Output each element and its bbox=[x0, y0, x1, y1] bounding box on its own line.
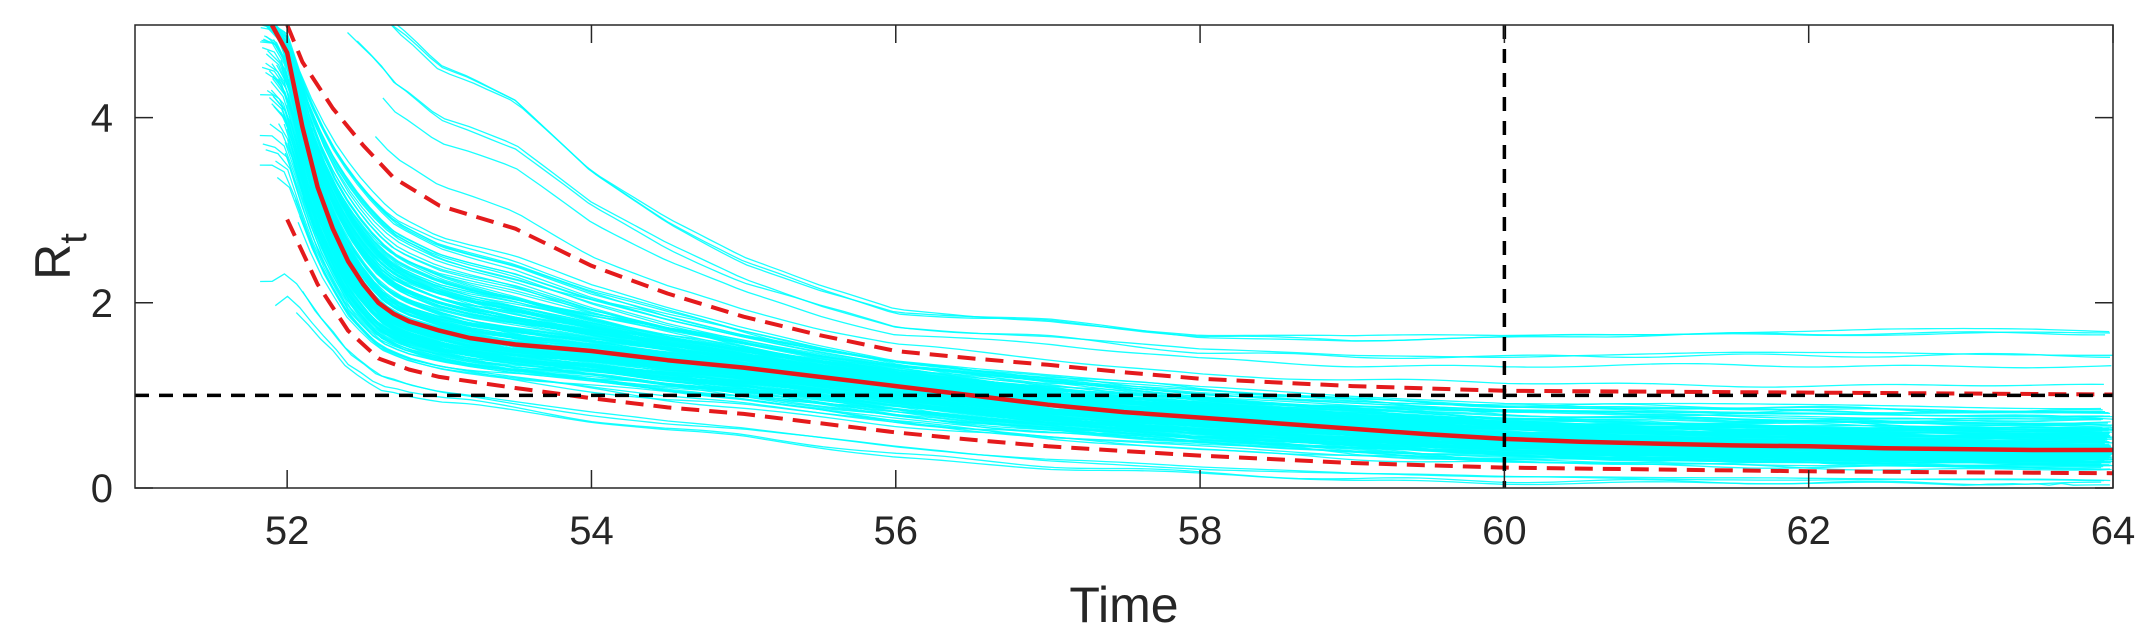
ensemble-trajectory bbox=[298, 71, 2101, 413]
ensemble-trajectory bbox=[271, 26, 2110, 447]
ensemble-trajectory bbox=[276, 30, 2103, 414]
ensemble-trajectory bbox=[276, 29, 2103, 420]
ensemble-trajectory bbox=[274, 27, 2102, 410]
ensemble-trajectory bbox=[294, 78, 2110, 436]
y-tick-label: 4 bbox=[91, 97, 113, 141]
x-tick-label: 60 bbox=[1482, 509, 1527, 553]
x-tick-label: 54 bbox=[569, 509, 614, 553]
ensemble-trajectory bbox=[347, 32, 2113, 359]
ensemble-trajectory bbox=[299, 215, 2102, 469]
median-line bbox=[269, 25, 2113, 453]
x-tick-label: 52 bbox=[265, 509, 310, 553]
ensemble-trajectory bbox=[301, 109, 2104, 438]
ensemble-trajectory bbox=[274, 29, 2102, 430]
ensemble-trajectory bbox=[274, 43, 2102, 453]
ensemble-trajectory bbox=[302, 290, 2105, 482]
ensemble-trajectory bbox=[303, 108, 2106, 436]
ensemble-trajectory bbox=[273, 25, 2112, 448]
ensemble-trajectory bbox=[260, 273, 2111, 482]
ensemble-trajectory bbox=[285, 43, 2113, 430]
ensemble-trajectory bbox=[300, 99, 2103, 433]
ensemble-trajectory bbox=[295, 312, 2110, 486]
ensemble-trajectory bbox=[390, 25, 2106, 342]
axes: 52 54 56 58 60 62 64 0 2 4 bbox=[91, 24, 2136, 553]
axis-labels: Time Rt bbox=[25, 233, 1179, 633]
ensemble-trajectory bbox=[279, 33, 2107, 434]
ensemble-trajectory bbox=[265, 62, 2104, 456]
ensemble-trajectory bbox=[299, 172, 2102, 461]
ensemble-trajectory bbox=[290, 47, 2106, 413]
y-axis-label: Rt bbox=[25, 233, 95, 280]
ensemble-trajectories bbox=[259, 25, 2113, 486]
ensemble-trajectory bbox=[297, 96, 2113, 441]
x-tick-label: 56 bbox=[874, 509, 919, 553]
ensemble-trajectory bbox=[311, 127, 2102, 427]
ensemble-trajectory bbox=[269, 25, 2108, 425]
ensemble-trajectory bbox=[303, 119, 2106, 442]
ensemble-trajectory bbox=[261, 39, 2112, 453]
plot-frame bbox=[134, 24, 2114, 489]
ensemble-trajectory bbox=[382, 97, 2112, 369]
ensemble-trajectory bbox=[271, 25, 2108, 448]
y-axis-label-subscript: t bbox=[53, 233, 95, 244]
reference-lines bbox=[135, 25, 2113, 488]
ensemble-trajectory bbox=[265, 25, 2104, 446]
ensemble-trajectory bbox=[310, 120, 2113, 428]
ensemble-trajectory bbox=[356, 40, 2111, 360]
ensemble-trajectory bbox=[276, 176, 2104, 469]
ensemble-trajectory bbox=[265, 25, 2104, 448]
x-axis-label: Time bbox=[1069, 577, 1178, 633]
lower-bound-line bbox=[285, 218, 2113, 476]
summary-series bbox=[269, 25, 2113, 476]
ensemble-trajectory bbox=[289, 57, 2104, 439]
ensemble-trajectory bbox=[302, 196, 2105, 464]
y-axis-label-main: R bbox=[25, 244, 81, 280]
ensemble-trajectory bbox=[271, 25, 2102, 448]
ensemble-trajectory bbox=[282, 40, 2109, 438]
y-tick-label: 2 bbox=[91, 282, 113, 326]
ensemble-trajectory bbox=[259, 25, 2111, 415]
ensemble-trajectory bbox=[282, 38, 2110, 446]
y-tick-label: 0 bbox=[91, 467, 113, 511]
ensemble-trajectory bbox=[374, 136, 2104, 388]
x-tick-label: 62 bbox=[1786, 509, 1831, 553]
ensemble-trajectory bbox=[297, 86, 2113, 433]
x-tick-label: 58 bbox=[1178, 509, 1223, 553]
x-tick-label: 64 bbox=[2091, 509, 2136, 553]
upper-bound-line bbox=[285, 25, 2113, 397]
ensemble-trajectory bbox=[270, 25, 2109, 449]
ensemble-trajectory bbox=[396, 25, 2110, 337]
